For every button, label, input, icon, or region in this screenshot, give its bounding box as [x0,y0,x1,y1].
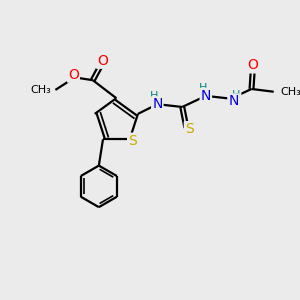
Text: CH₃: CH₃ [280,87,300,97]
Text: N: N [228,94,239,108]
Text: O: O [68,68,79,82]
Text: O: O [97,54,108,68]
Text: H: H [232,89,241,100]
Text: S: S [128,134,137,148]
Text: H: H [199,83,207,93]
Text: S: S [185,122,194,136]
Text: CH₃: CH₃ [31,85,51,95]
Text: O: O [248,58,258,72]
Text: H: H [150,92,158,101]
Text: N: N [201,89,211,103]
Text: N: N [152,97,163,111]
